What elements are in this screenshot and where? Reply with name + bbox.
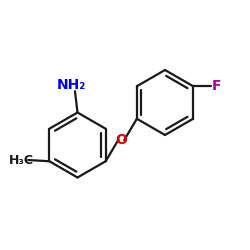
Text: H₃C: H₃C (9, 154, 34, 166)
Text: F: F (212, 79, 221, 93)
Text: O: O (115, 133, 127, 147)
Text: NH₂: NH₂ (56, 78, 86, 92)
